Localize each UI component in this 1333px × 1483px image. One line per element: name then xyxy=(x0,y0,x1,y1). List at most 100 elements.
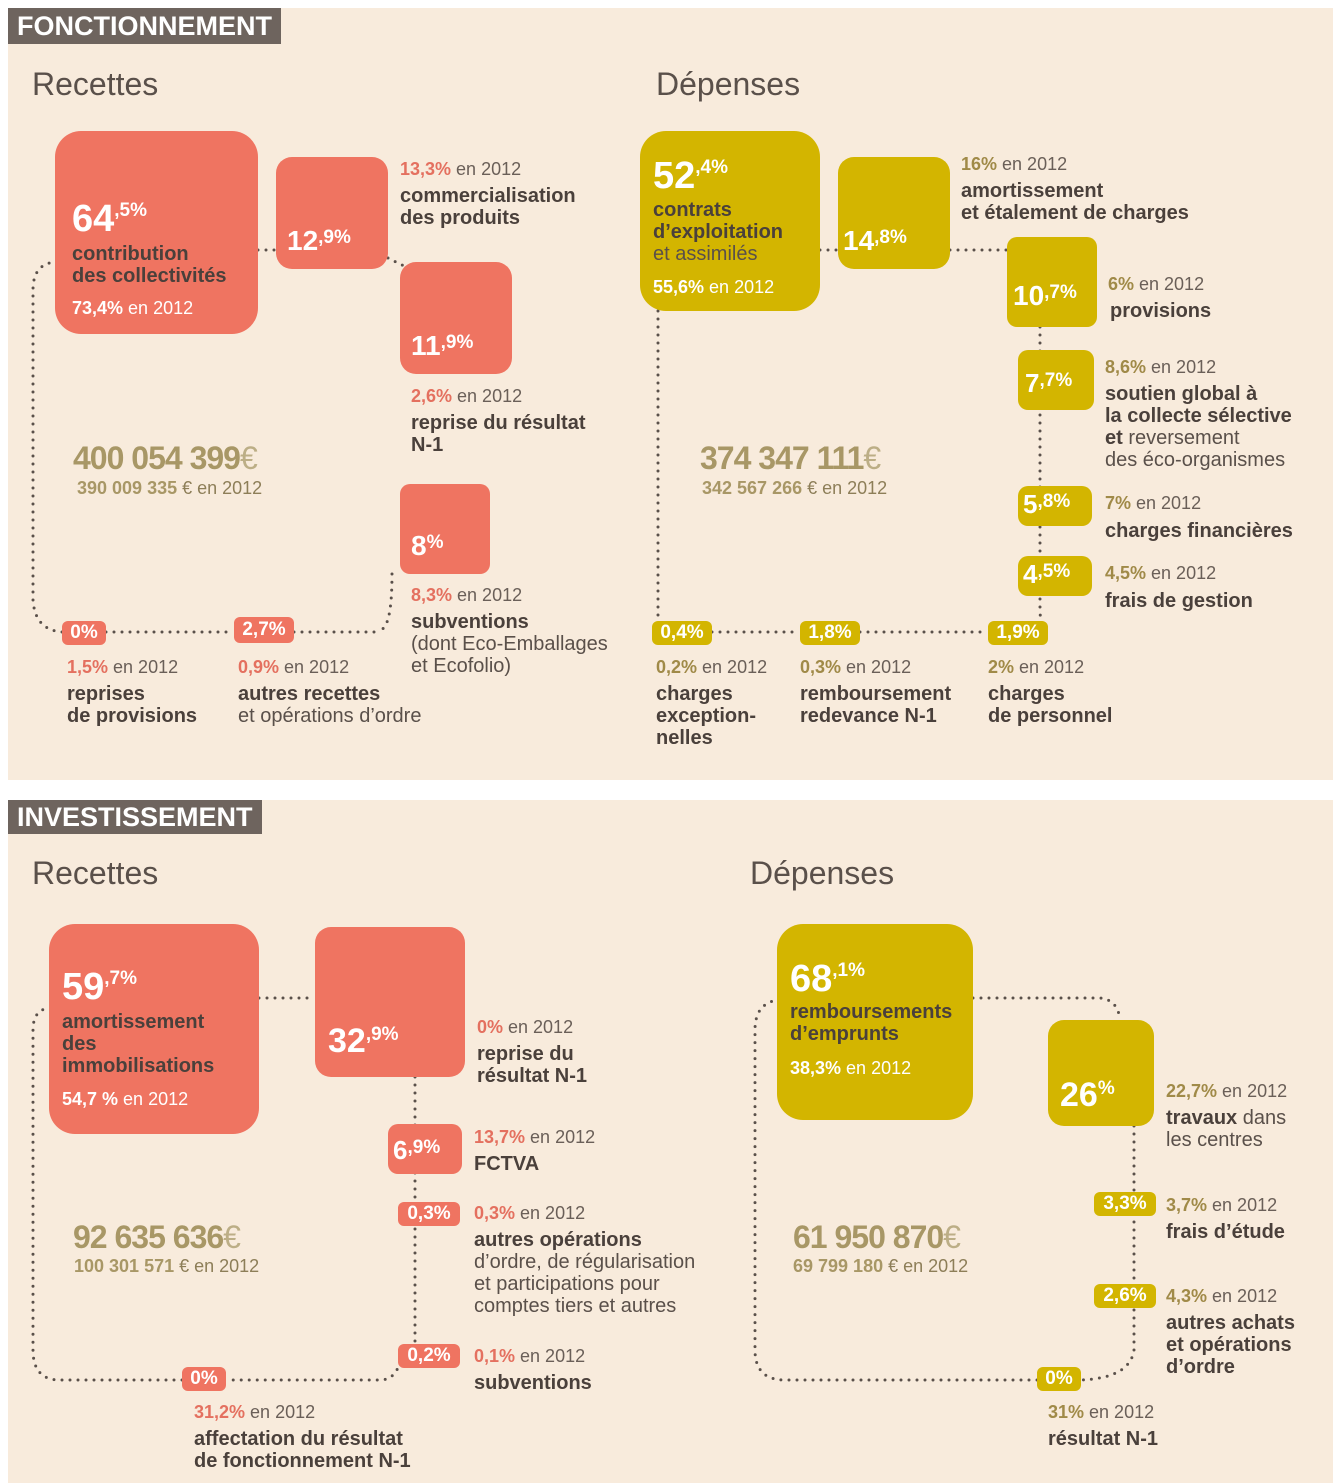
value: 59,7% xyxy=(62,966,138,1009)
label-text: contrats d’exploitation xyxy=(653,199,783,243)
panel-heading: Dépenses xyxy=(656,66,801,102)
item-label: charges exception- nelles xyxy=(656,683,756,749)
label-text: subventions xyxy=(411,611,529,633)
item-label: contribution des collectivités xyxy=(72,243,227,287)
item-label: subventions xyxy=(474,1372,592,1394)
label-text: charges de personnel xyxy=(988,683,1113,727)
previous-year: 13,3% en 2012 xyxy=(400,159,522,179)
item-label: autres achats et opérations d’ordre xyxy=(1166,1312,1295,1378)
item-label: charges de personnel xyxy=(988,683,1112,727)
panel-heading: Recettes xyxy=(32,66,159,102)
item-label: reprise du résultat N-1 xyxy=(477,1043,587,1087)
total-2012: 69 799 180 € en 2012 xyxy=(793,1256,969,1276)
section-title: INVESTISSEMENT xyxy=(8,800,262,834)
previous-year: 54,7 % en 2012 xyxy=(62,1089,189,1109)
label-note: et assimilés xyxy=(653,243,758,265)
value: 0% xyxy=(70,622,98,643)
value-box xyxy=(640,131,820,311)
value-pill xyxy=(182,1367,226,1391)
previous-year: 6% en 2012 xyxy=(1108,274,1205,294)
label-note: reversement des éco-organismes xyxy=(1105,427,1286,471)
label-text: autres achats et opérations d’ordre xyxy=(1166,1312,1295,1378)
value: 2,7% xyxy=(242,619,286,640)
value-box xyxy=(276,157,388,269)
item-label: remboursements d’emprunts xyxy=(790,1001,952,1045)
value: 14,8% xyxy=(843,225,907,257)
item-label: autres recettes et opérations d’ordre xyxy=(238,683,421,727)
item-label: résultat N-1 xyxy=(1048,1428,1158,1450)
item-label: subventions (dont Eco-Emballages et Ecofo… xyxy=(411,611,608,677)
previous-year: 0,9% en 2012 xyxy=(238,657,350,677)
value-box xyxy=(838,157,950,269)
item-label: amortissement des immobilisations xyxy=(62,1011,214,1077)
label-text: charges exception- nelles xyxy=(656,683,757,749)
value: 12,9% xyxy=(287,225,351,257)
label-text: amortissement et étalement de charges xyxy=(961,180,1189,224)
total: 374 347 111€ xyxy=(700,440,881,476)
value: 10,7% xyxy=(1013,280,1077,312)
item-label: affectation du résultat de fonctionnemen… xyxy=(194,1428,411,1472)
total: 61 950 870€ xyxy=(793,1219,961,1255)
value: 11,9% xyxy=(411,330,474,362)
item-label: FCTVA xyxy=(474,1153,539,1175)
value-pill xyxy=(1037,1367,1081,1391)
item-label: frais de gestion xyxy=(1105,590,1253,612)
connector xyxy=(753,996,1136,1382)
item-label: autres opérations d’ordre, de régularisat… xyxy=(474,1229,695,1317)
value: 7,7% xyxy=(1025,367,1073,398)
value: 32,9% xyxy=(328,1022,399,1061)
value: 0,4% xyxy=(660,622,704,643)
item-label: remboursement redevance N-1 xyxy=(800,683,951,727)
label-text: amortissement des immobilisations xyxy=(62,1011,215,1077)
value-box xyxy=(777,924,973,1120)
value: 3,3% xyxy=(1103,1193,1147,1214)
previous-year: 16% en 2012 xyxy=(961,154,1068,174)
label-text: travaux xyxy=(1166,1107,1238,1129)
label-text: reprise du résultat N-1 xyxy=(411,412,586,456)
previous-year: 31,2% en 2012 xyxy=(194,1402,316,1422)
value: 52,4% xyxy=(653,155,729,198)
value-box xyxy=(1048,1020,1154,1126)
panel-heading: Recettes xyxy=(32,855,159,891)
value-pill xyxy=(800,621,860,645)
panel-heading: Dépenses xyxy=(750,855,895,891)
label-text: commercialisation des produits xyxy=(400,185,576,229)
previous-year: 31% en 2012 xyxy=(1048,1402,1155,1422)
label-text: subventions xyxy=(474,1372,592,1394)
label-text: frais de gestion xyxy=(1105,590,1253,612)
value: 0,3% xyxy=(407,1203,451,1224)
previous-year: 8,3% en 2012 xyxy=(411,585,523,605)
previous-year: 13,7% en 2012 xyxy=(474,1127,596,1147)
total-2012: 390 009 335 € en 2012 xyxy=(77,478,263,498)
value-pill xyxy=(988,621,1048,645)
label-text: autres opérations xyxy=(474,1229,642,1251)
label-text: soutien global à la collecte sélective e… xyxy=(1105,383,1292,449)
label-note: d’ordre, de régularisation et participat… xyxy=(474,1251,696,1317)
value-box xyxy=(400,484,490,574)
previous-year: 2,6% en 2012 xyxy=(411,386,523,406)
previous-year: 0,3% en 2012 xyxy=(474,1203,586,1223)
previous-year: 4,3% en 2012 xyxy=(1166,1286,1278,1306)
previous-year: 0,2% en 2012 xyxy=(656,657,768,677)
item-label: travaux dans les centres xyxy=(1166,1107,1286,1151)
label-text: remboursement redevance N-1 xyxy=(800,683,952,727)
value: 2,6% xyxy=(1103,1285,1147,1306)
previous-year: 2% en 2012 xyxy=(988,657,1085,677)
label-text: provisions xyxy=(1110,300,1212,322)
item-label: commercialisation des produits xyxy=(400,185,576,229)
previous-year: 1,5% en 2012 xyxy=(67,657,179,677)
label-note: dans les centres xyxy=(1166,1107,1287,1151)
value-pill xyxy=(398,1344,460,1368)
label-text: contribution des collectivités xyxy=(72,243,227,287)
value: 68,1% xyxy=(790,958,866,1001)
total-2012: 342 567 266 € en 2012 xyxy=(702,478,888,498)
value-pill xyxy=(1094,1284,1156,1308)
value-box xyxy=(1018,486,1092,526)
previous-year: 22,7% en 2012 xyxy=(1166,1081,1288,1101)
value-box xyxy=(1018,350,1094,410)
value-pill xyxy=(1094,1192,1156,1216)
label-text: frais d’étude xyxy=(1166,1221,1285,1243)
value-box xyxy=(1018,556,1092,596)
item-label: amortissement et étalement de charges xyxy=(961,180,1189,224)
